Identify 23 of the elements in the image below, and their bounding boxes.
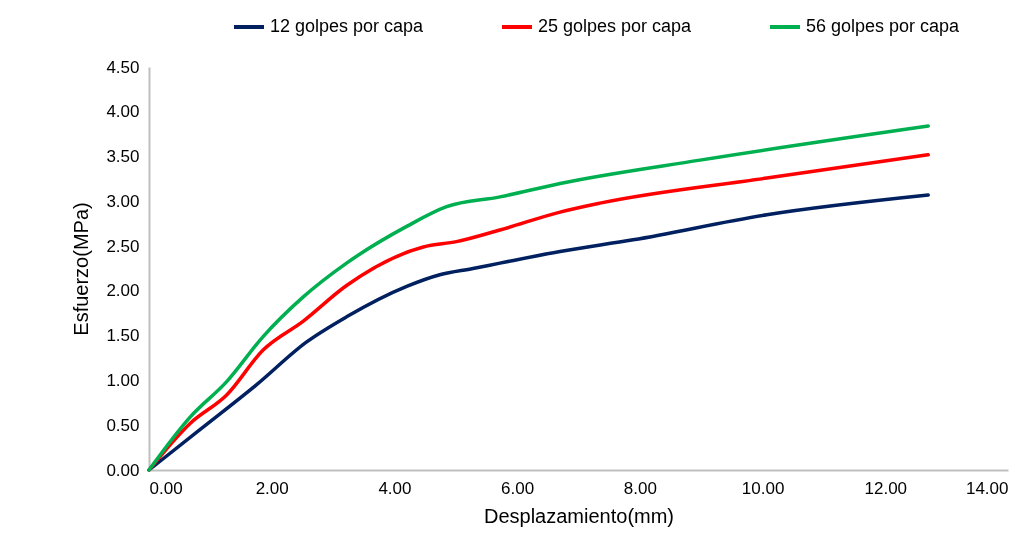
y-tick-label: 4.00	[106, 102, 140, 122]
x-tick-label: 6.00	[501, 478, 535, 498]
x-tick-label: 8.00	[623, 478, 657, 498]
y-tick-label: 3.00	[106, 191, 140, 211]
y-tick-label: 4.50	[106, 57, 140, 77]
y-tick-label: 2.00	[106, 281, 140, 301]
legend-label: 12 golpes por capa	[270, 16, 425, 36]
y-tick-label: 0.00	[106, 460, 140, 480]
y-tick-label: 2.50	[106, 236, 140, 256]
x-tick-label: 12.00	[864, 478, 908, 498]
legend-label: 25 golpes por capa	[538, 16, 693, 36]
x-axis-title: Desplazamiento(mm)	[483, 504, 675, 527]
x-tick-label: 0.00	[149, 478, 183, 498]
y-tick-label: 3.50	[106, 147, 140, 167]
y-axis-title: Esfuerzo(MPa)	[70, 202, 93, 336]
x-tick-label: 14.00	[965, 478, 1009, 498]
x-tick-label: 4.00	[378, 478, 412, 498]
x-tick-label: 10.00	[741, 478, 785, 498]
y-tick-label: 1.50	[106, 326, 140, 346]
y-tick-label: 0.50	[106, 415, 140, 435]
x-tick-label: 2.00	[255, 478, 289, 498]
y-tick-label: 1.00	[106, 370, 140, 390]
legend-label: 56 golpes por capa	[806, 16, 961, 36]
